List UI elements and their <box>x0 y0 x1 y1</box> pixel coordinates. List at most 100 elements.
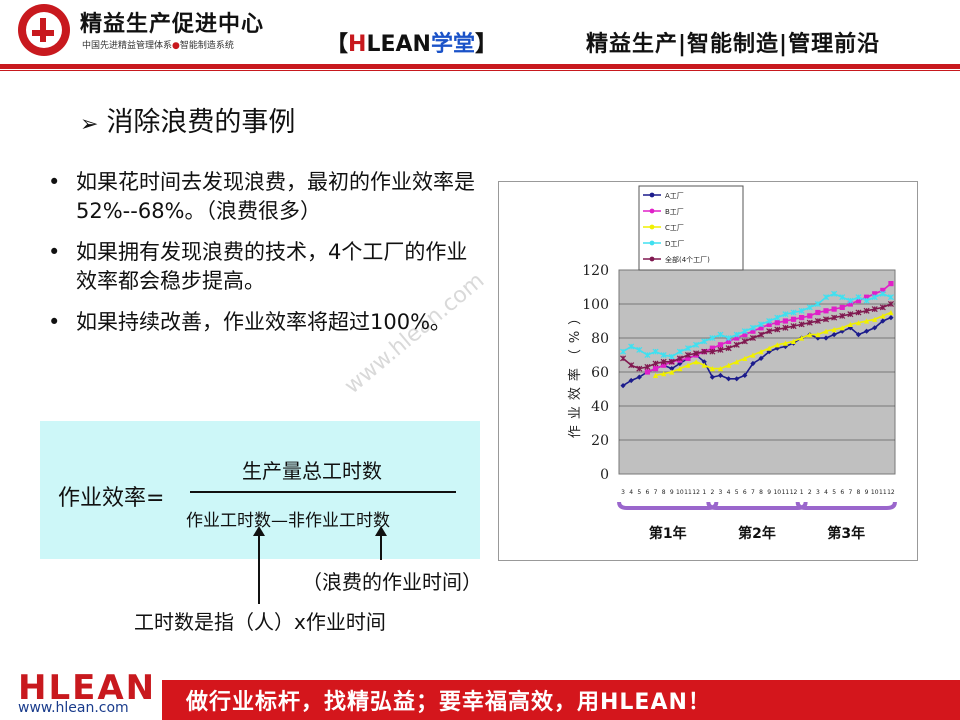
arrow-bullet-icon: ➢ <box>80 112 99 137</box>
data-point <box>782 324 789 331</box>
data-point <box>855 294 862 301</box>
x-tick-label: 3 <box>719 489 723 496</box>
data-point <box>872 291 878 297</box>
data-point <box>652 366 659 372</box>
data-point <box>863 307 870 314</box>
year-bracket <box>706 501 808 510</box>
data-point <box>888 281 894 287</box>
data-point <box>749 334 756 342</box>
x-tick-label: 12 <box>790 489 798 496</box>
data-point <box>790 316 797 322</box>
data-point <box>620 355 627 362</box>
tag-h: H <box>348 32 367 57</box>
data-point <box>774 314 781 321</box>
x-tick-label: 12 <box>692 489 700 496</box>
data-point <box>717 331 724 338</box>
data-point <box>701 362 707 368</box>
data-point <box>734 335 740 341</box>
footer-bar <box>162 680 960 720</box>
x-tick-label: 1 <box>702 489 706 496</box>
legend-label: A工厂 <box>665 192 684 200</box>
efficiency-chart: 0 20 40 60 80 100 120 作业效率（%） 3 4 5 6 7 8 9 10 11 12 1 2 3 4 5… <box>498 181 918 561</box>
data-point <box>871 306 878 313</box>
data-point <box>782 318 789 324</box>
data-point <box>814 300 821 308</box>
formula-numerator: 生产量总工时数 <box>242 459 382 483</box>
data-point <box>734 359 740 365</box>
x-tick-label: 9 <box>865 489 869 496</box>
data-point <box>684 351 692 359</box>
data-point <box>693 350 700 357</box>
data-point <box>790 309 797 316</box>
data-point <box>880 313 886 319</box>
data-point <box>652 372 659 378</box>
data-point <box>831 326 837 333</box>
data-point <box>872 316 878 322</box>
data-point <box>855 298 862 304</box>
pointer-line <box>380 528 382 560</box>
legend-marker <box>649 224 655 230</box>
bullet-item-2: • 如果拥有发现浪费的技术，4个工厂的作业效率都会稳步提高。 <box>48 238 488 296</box>
data-point <box>823 335 829 341</box>
data-point <box>733 331 740 338</box>
data-point <box>855 320 862 326</box>
x-tick-label: 5 <box>832 489 836 496</box>
data-point <box>644 351 651 359</box>
y-tick-label: 100 <box>582 297 609 313</box>
data-point <box>822 294 830 301</box>
series-line <box>622 303 892 370</box>
data-point <box>644 363 651 370</box>
data-point <box>628 377 634 384</box>
data-point <box>774 326 781 333</box>
data-point <box>750 352 756 358</box>
y-tick-label: 80 <box>591 331 609 347</box>
data-point <box>815 335 821 341</box>
brand-logo-icon <box>18 4 70 56</box>
data-point <box>831 306 837 312</box>
data-point <box>669 369 675 375</box>
data-point <box>741 338 748 345</box>
year-bracket <box>795 501 897 510</box>
series-line <box>622 316 892 387</box>
legend-label: D工厂 <box>665 240 684 248</box>
data-point <box>839 312 846 319</box>
x-tick-label: 8 <box>662 489 666 496</box>
year-bracket <box>617 501 719 510</box>
x-tick-label: 6 <box>645 489 649 496</box>
data-point <box>855 309 862 316</box>
x-tick-label: 4 <box>824 489 828 496</box>
footer-slogan: 做行业标杆，找精弘益；要幸福高效，用HLEAN！ <box>186 690 711 715</box>
bullet-text: 如果持续改善，作业效率将超过100%。 <box>76 310 452 334</box>
x-tick-label: 10 <box>871 489 879 496</box>
data-point <box>652 348 659 355</box>
data-point <box>709 334 716 342</box>
data-point <box>741 328 748 335</box>
hlean-school-tag: 【HLEAN学堂】 <box>326 26 497 58</box>
data-point <box>725 345 732 352</box>
formula-label: 作业效率= <box>58 486 165 511</box>
footer-logo: HLEAN <box>18 668 157 708</box>
data-point <box>766 321 772 327</box>
tag-bracket-open: 【 <box>326 32 349 57</box>
legend-box <box>638 185 744 271</box>
x-tick-label: 4 <box>727 489 731 496</box>
data-point <box>847 301 853 307</box>
data-point <box>628 362 635 369</box>
x-tick-label: 3 <box>816 489 820 496</box>
data-point <box>742 355 748 361</box>
data-point <box>685 362 691 368</box>
data-point <box>863 328 870 334</box>
data-point <box>839 325 845 331</box>
x-tick-label: 1 <box>800 489 804 496</box>
legend-label: C工厂 <box>665 224 684 232</box>
data-point <box>676 355 683 362</box>
data-point <box>799 335 805 341</box>
data-point <box>807 313 813 319</box>
data-point <box>733 341 740 348</box>
data-point <box>806 304 813 311</box>
x-tick-label: 11 <box>782 489 790 496</box>
data-point <box>823 328 829 334</box>
data-point <box>872 325 878 331</box>
data-point <box>798 307 805 314</box>
x-tick-label: 6 <box>840 489 844 496</box>
